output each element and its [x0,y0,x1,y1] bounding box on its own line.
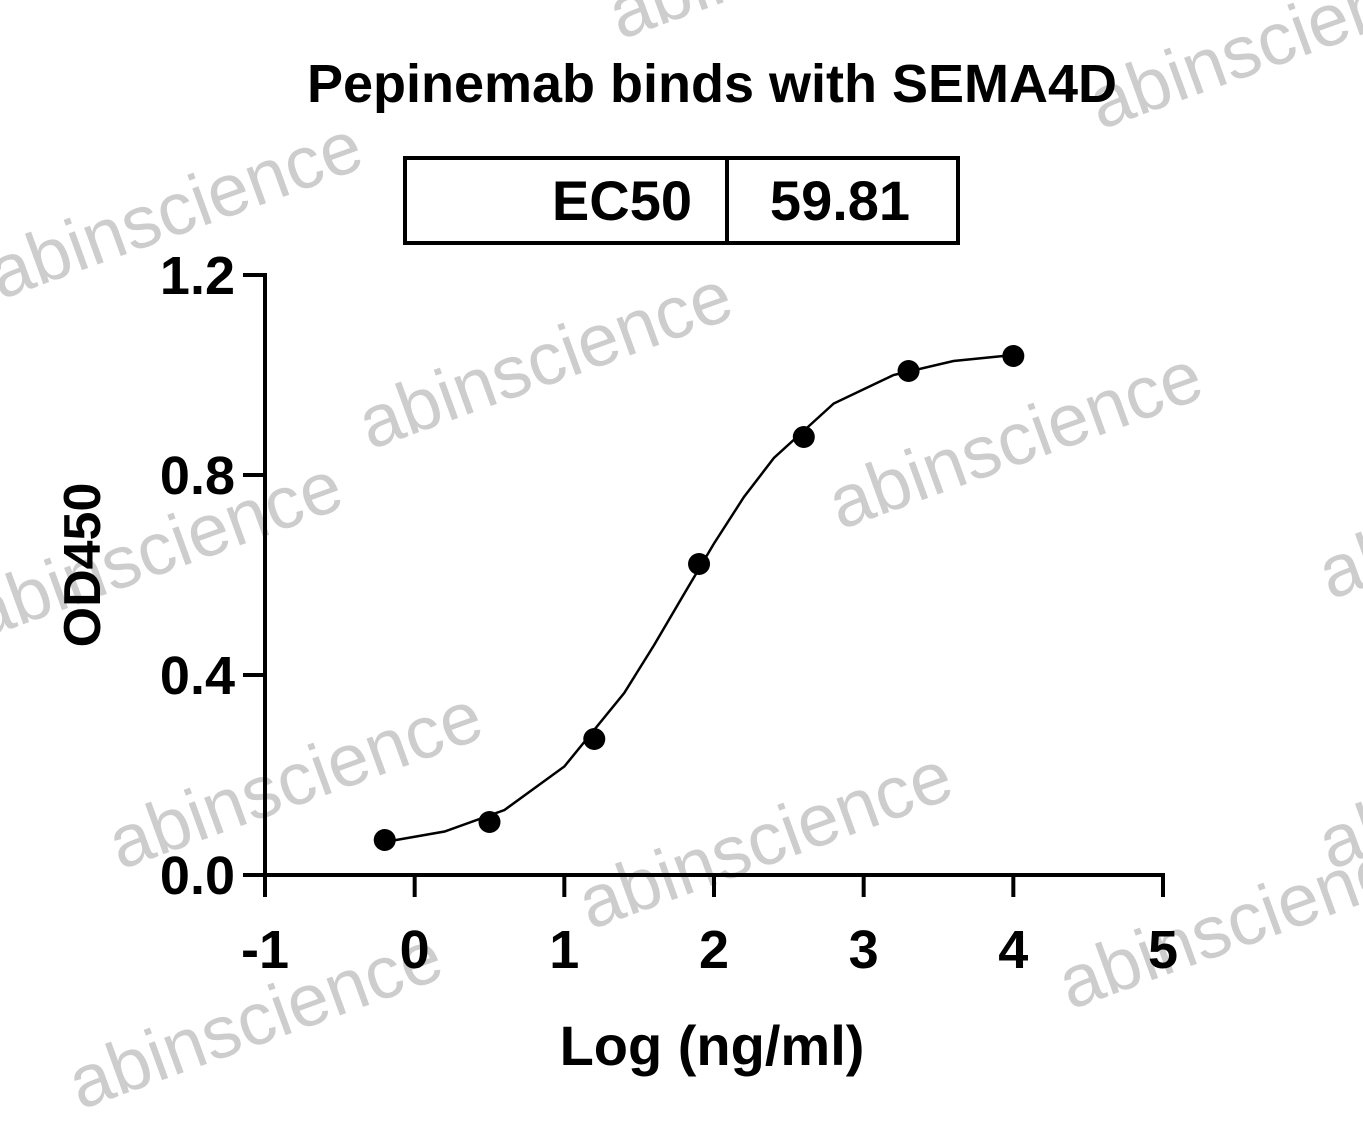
ec50-box [403,156,960,245]
watermark: abinscience [1077,0,1363,145]
watermark: abinscience [1307,403,1363,615]
x-tick-label: 1 [549,920,579,980]
data-point [583,728,606,750]
watermark: abinscience [597,0,993,55]
ec50-label: EC50 [552,169,692,232]
y-tick-label: 0.8 [160,446,235,506]
data-point [373,829,396,851]
ec50-value: 59.81 [770,169,910,232]
x-tick-label: 5 [1148,920,1178,980]
watermark: abinscience [347,253,743,465]
watermark: abinscience [97,673,493,885]
y-tick-label: 0.4 [160,646,235,706]
x-tick-label: -1 [241,920,289,980]
y-tick-label: 1.2 [160,246,235,306]
chart-title: Pepinemab binds with SEMA4D [307,54,1117,114]
x-tick-label: 4 [998,920,1028,980]
x-tick-label: 0 [400,920,430,980]
x-axis-label: Log (ng/ml) [560,1014,865,1077]
y-axis-label: OD450 [54,483,112,648]
data-point [792,426,815,448]
x-tick-label: 3 [849,920,879,980]
fit-curve [384,353,1014,844]
watermark: abinscience [567,733,963,945]
x-tick-label: 2 [699,920,729,980]
y-tick-label: 0.0 [160,846,235,906]
watermark: abinscience [1047,813,1363,1025]
